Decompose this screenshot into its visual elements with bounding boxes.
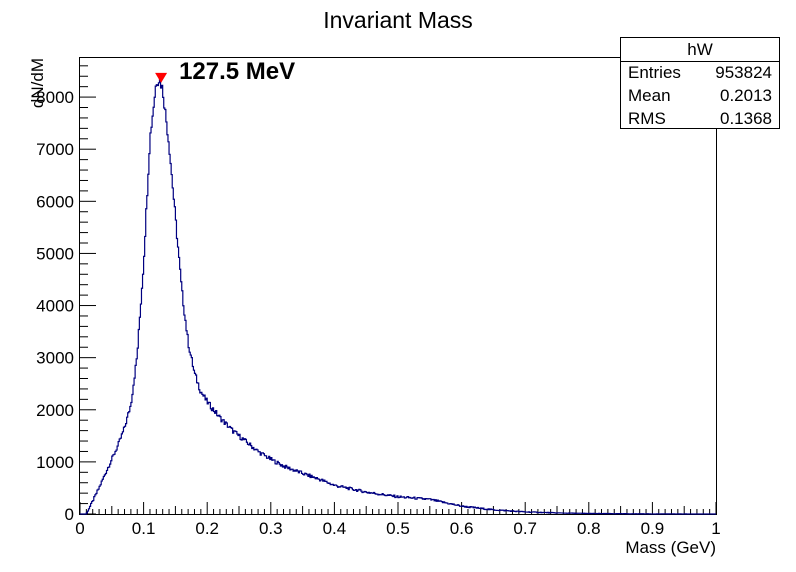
x-tick-label: 0.5 [386, 519, 410, 538]
x-tick-label: 0.6 [450, 519, 474, 538]
y-tick-label: 6000 [36, 192, 74, 211]
x-tick-label: 0 [75, 519, 84, 538]
y-tick-label: 8000 [36, 88, 74, 107]
x-tick-label: 0.3 [259, 519, 283, 538]
y-tick-label: 1000 [36, 453, 74, 472]
y-tick-label: 4000 [36, 297, 74, 316]
plot-frame [79, 57, 717, 515]
x-axis-label: Mass (GeV) [625, 538, 716, 557]
x-tick-label: 0.9 [641, 519, 665, 538]
y-tick-label: 7000 [36, 140, 74, 159]
y-axis-label: dN/dM [28, 58, 47, 108]
stats-rms-value: 0.1368 [720, 109, 772, 128]
y-tick-label: 5000 [36, 244, 74, 263]
x-tick-label: 0.2 [195, 519, 219, 538]
stats-mean-label: Mean [628, 86, 671, 105]
stats-entries-value: 953824 [715, 63, 772, 82]
stats-box: hW Entries 953824 Mean 0.2013 RMS 0.1368 [620, 37, 780, 129]
y-tick-label: 0 [65, 505, 74, 524]
x-tick-label: 0.7 [513, 519, 537, 538]
peak-label: 127.5 MeV [179, 58, 295, 85]
stats-mean-value: 0.2013 [720, 86, 772, 105]
stats-rms-label: RMS [628, 109, 666, 128]
x-tick-label: 0.8 [577, 519, 601, 538]
x-tick-label: 0.4 [323, 519, 347, 538]
y-tick-label: 3000 [36, 349, 74, 368]
chart-title: Invariant Mass [323, 7, 473, 33]
x-tick-label: 0.1 [132, 519, 156, 538]
peak-marker [155, 72, 168, 83]
x-axis: 0 0.1 0.2 0.3 0.4 0.5 0.6 0.7 0.8 0.9 1 [75, 502, 721, 538]
stats-box-title: hW [687, 40, 713, 59]
y-axis: 0 1000 2000 3000 4000 5000 6000 7000 8000 [36, 65, 96, 524]
stats-entries-label: Entries [628, 63, 681, 82]
x-tick-label: 1 [711, 519, 720, 538]
y-tick-label: 2000 [36, 401, 74, 420]
histogram-line [80, 78, 716, 515]
stats-box-frame [620, 37, 780, 129]
